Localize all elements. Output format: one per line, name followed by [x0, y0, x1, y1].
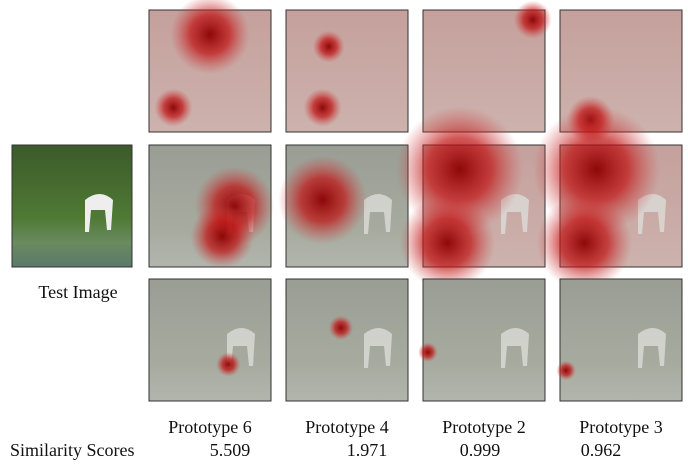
activation-blob [329, 316, 353, 340]
activation-blob [537, 195, 632, 290]
prototype-label: Prototype 3 [579, 417, 663, 437]
similarity-score: 0.962 [581, 440, 622, 460]
prototype-label: Prototype 6 [168, 417, 252, 437]
similarity-score: 1.971 [347, 440, 388, 460]
activation-blob [418, 342, 438, 362]
activation-blob [514, 1, 552, 39]
activation-blob [190, 205, 253, 268]
figure: Test Image Similarity Scores Prototype 6… [0, 0, 688, 466]
prototype-label: Prototype 4 [305, 417, 389, 437]
activation-blob [556, 361, 576, 381]
activation-blob [154, 89, 192, 127]
activation-blob [216, 352, 240, 376]
test-image-label: Test Image [38, 282, 117, 302]
similarity-score: 5.509 [210, 440, 251, 460]
prototype-tile [286, 10, 408, 132]
scores-label: Similarity Scores [10, 440, 135, 460]
similarity-score: 0.999 [460, 440, 501, 460]
activation-blob [313, 31, 345, 63]
test-image [12, 145, 132, 267]
activation-blob [278, 155, 367, 244]
activation-blob [400, 195, 495, 290]
prototype-label: Prototype 2 [442, 417, 526, 437]
activation-blob [304, 89, 342, 127]
